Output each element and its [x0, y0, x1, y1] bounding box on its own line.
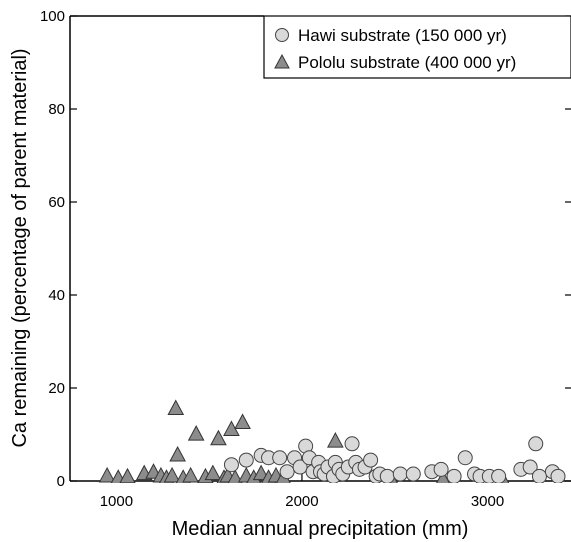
hawi-data-point — [491, 468, 507, 483]
y-tick-label: 100 — [40, 8, 65, 25]
legend-circle-marker — [275, 28, 289, 42]
hawi-data-point — [223, 457, 239, 473]
series-layer — [98, 399, 566, 483]
hawi-data-point — [550, 468, 566, 483]
pololu-data-point — [167, 399, 185, 416]
pololu-data-point — [227, 469, 243, 483]
x-tick-label: 3000 — [471, 493, 504, 510]
hawi-data-point — [272, 450, 288, 466]
legend: Hawi substrate (150 000 yr) Pololu subst… — [263, 15, 571, 79]
hawi-data-point — [379, 468, 395, 483]
legend-label-hawi: Hawi substrate (150 000 yr) — [298, 26, 507, 45]
pololu-data-point — [98, 466, 116, 483]
pololu-data-point — [169, 445, 186, 462]
hawi-data-point — [531, 468, 547, 483]
pololu-data-point — [182, 466, 199, 483]
legend-triangle-marker — [274, 53, 290, 69]
legend-box — [263, 15, 571, 79]
pololu-data-point — [210, 429, 227, 446]
x-tick-label: 1000 — [100, 493, 133, 510]
axes — [69, 15, 571, 482]
hawi-data-point — [292, 459, 308, 475]
hawi-data-point — [522, 459, 538, 475]
hawi-data-point — [279, 464, 295, 480]
y-tick-label: 40 — [48, 287, 65, 304]
x-tick-label: 2000 — [285, 493, 318, 510]
hawi-data-point — [238, 452, 254, 468]
hawi-data-point — [433, 461, 449, 477]
y-tick-label: 60 — [48, 194, 65, 211]
pololu-data-point — [234, 413, 251, 429]
y-tick-label: 20 — [48, 380, 65, 397]
hawi-data-point — [344, 436, 360, 452]
y-axis-title: Ca remaining (percentage of parent mater… — [9, 48, 31, 447]
hawi-data-point — [405, 466, 421, 482]
pololu-data-point — [204, 464, 222, 481]
ticks: 0 20 40 60 80 100 1000 2000 3000 — [40, 8, 571, 510]
x-axis-title: Median annual precipitation (mm) — [172, 518, 469, 540]
pololu-data-point — [119, 467, 136, 483]
hawi-data-point — [446, 468, 462, 483]
y-tick-label: 80 — [48, 101, 65, 118]
hawi-data-point — [363, 452, 379, 468]
hawi-data-point — [392, 466, 408, 482]
pololu-data-point — [327, 432, 344, 448]
hawi-data-point — [528, 436, 544, 452]
pololu-data-point — [163, 466, 181, 483]
pololu-data-point — [436, 470, 450, 483]
hawi-data-point — [457, 450, 473, 466]
y-tick-label: 0 — [57, 473, 65, 490]
pololu-data-point — [187, 425, 205, 441]
legend-label-pololu: Pololu substrate (400 000 yr) — [298, 53, 516, 72]
